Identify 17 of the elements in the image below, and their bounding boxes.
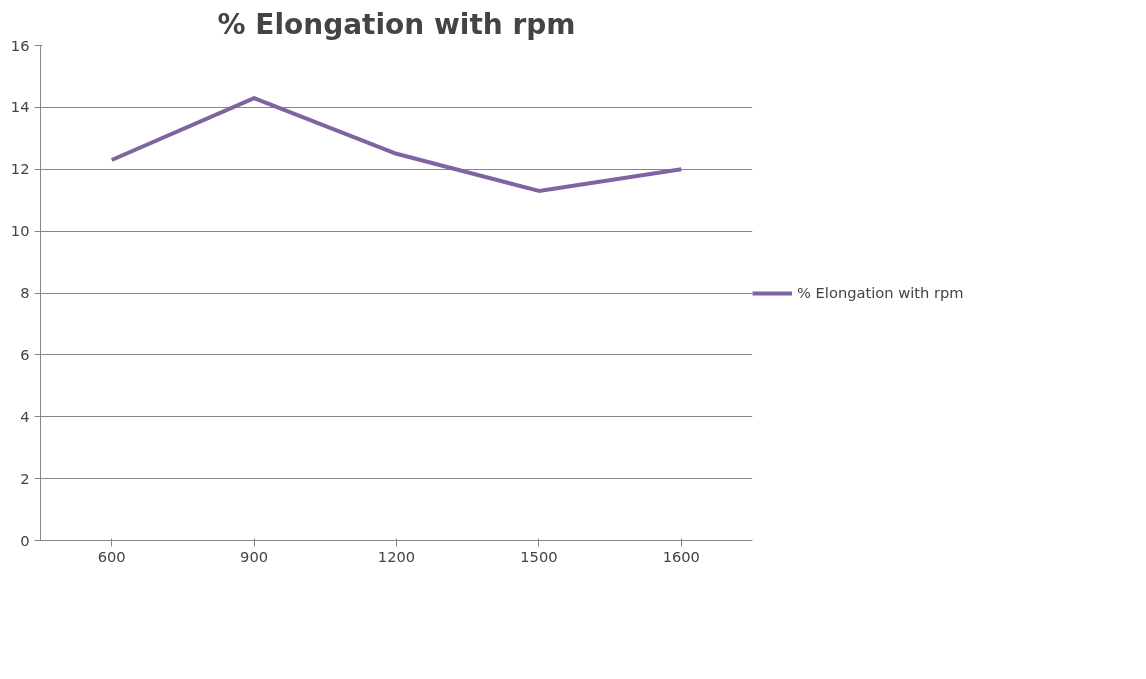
y-tick-label: 6 [20,345,30,363]
legend-label: % Elongation with rpm [797,284,964,301]
x-tick-label: 1200 [377,547,416,565]
y-tick-label: 10 [10,222,30,240]
y-tick-label: 2 [20,469,30,487]
x-tick-label: 600 [97,547,126,565]
y-tick-label: 0 [20,531,30,549]
y-tick-label: 14 [10,98,30,116]
chart-title: % Elongation with rpm [217,7,576,41]
y-tick-label: 12 [10,160,30,178]
x-tick-label: 1500 [520,547,558,565]
y-tick-label: 4 [20,407,30,425]
x-tick-label: 1600 [662,547,700,565]
y-tick-label: 16 [10,36,30,54]
x-tick-label: 900 [240,547,269,565]
line-series [109,96,684,193]
y-tick-label: 8 [20,284,30,301]
